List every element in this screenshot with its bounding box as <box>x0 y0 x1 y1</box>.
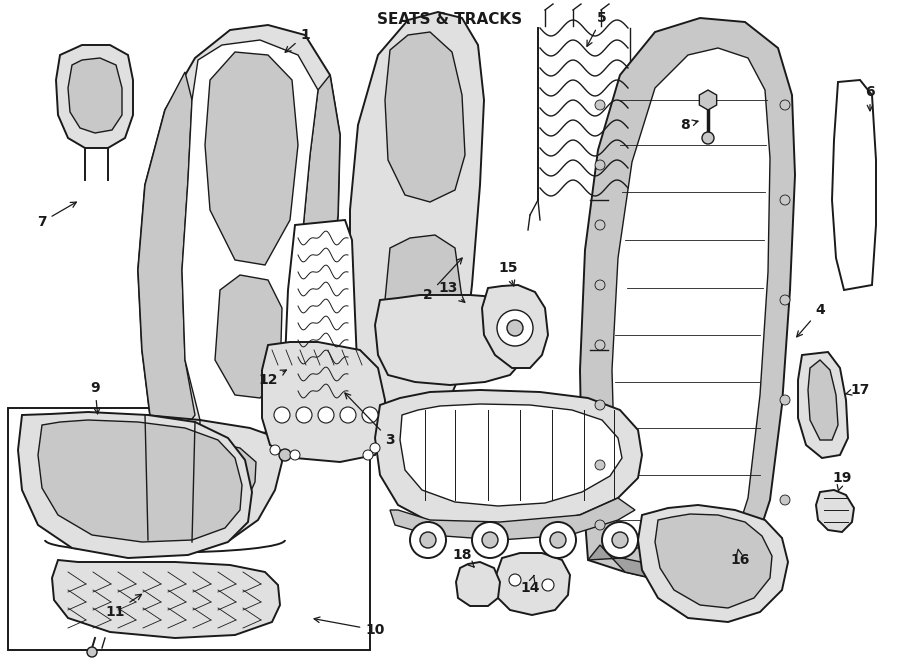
Circle shape <box>363 450 373 460</box>
Polygon shape <box>65 436 256 528</box>
Circle shape <box>595 340 605 350</box>
Polygon shape <box>42 415 282 548</box>
Text: 3: 3 <box>345 393 395 447</box>
Text: 14: 14 <box>520 576 540 595</box>
Polygon shape <box>52 560 280 638</box>
Circle shape <box>340 407 356 423</box>
Circle shape <box>274 407 290 423</box>
Polygon shape <box>215 275 282 398</box>
Circle shape <box>362 407 378 423</box>
Polygon shape <box>482 285 548 368</box>
Circle shape <box>472 522 508 558</box>
Text: SEATS & TRACKS: SEATS & TRACKS <box>377 12 523 27</box>
Text: 15: 15 <box>499 261 517 286</box>
Polygon shape <box>832 80 876 290</box>
Polygon shape <box>390 498 635 540</box>
Circle shape <box>87 647 97 657</box>
Circle shape <box>595 280 605 290</box>
Text: 9: 9 <box>90 381 100 414</box>
Polygon shape <box>400 404 622 506</box>
FancyBboxPatch shape <box>489 306 515 365</box>
Polygon shape <box>588 545 752 585</box>
Circle shape <box>780 495 790 505</box>
Circle shape <box>507 320 523 336</box>
Circle shape <box>482 532 498 548</box>
Text: 6: 6 <box>865 85 875 111</box>
Circle shape <box>370 443 380 453</box>
Polygon shape <box>385 235 462 370</box>
Text: 17: 17 <box>845 383 869 397</box>
Circle shape <box>509 574 521 586</box>
Circle shape <box>550 532 566 548</box>
Polygon shape <box>385 32 465 202</box>
Text: 11: 11 <box>105 594 141 619</box>
Circle shape <box>595 100 605 110</box>
FancyBboxPatch shape <box>8 408 370 650</box>
Polygon shape <box>496 553 570 615</box>
Circle shape <box>702 132 714 144</box>
Circle shape <box>270 445 280 455</box>
Text: 10: 10 <box>314 617 384 637</box>
Circle shape <box>420 532 436 548</box>
Polygon shape <box>262 342 385 462</box>
FancyBboxPatch shape <box>423 306 449 365</box>
Circle shape <box>595 520 605 530</box>
Circle shape <box>780 395 790 405</box>
Text: 8: 8 <box>680 118 698 132</box>
Circle shape <box>595 400 605 410</box>
Circle shape <box>318 407 334 423</box>
Polygon shape <box>38 420 242 542</box>
Polygon shape <box>182 40 318 435</box>
Polygon shape <box>612 48 770 548</box>
Polygon shape <box>655 514 772 608</box>
FancyBboxPatch shape <box>390 306 416 365</box>
Polygon shape <box>456 562 500 606</box>
Polygon shape <box>138 25 340 448</box>
Circle shape <box>497 310 533 346</box>
Circle shape <box>595 160 605 170</box>
Polygon shape <box>68 58 122 133</box>
Polygon shape <box>580 18 795 585</box>
Text: 1: 1 <box>285 28 310 52</box>
Polygon shape <box>350 12 484 412</box>
Polygon shape <box>375 295 530 385</box>
Circle shape <box>595 220 605 230</box>
Circle shape <box>780 195 790 205</box>
Circle shape <box>296 407 312 423</box>
Circle shape <box>279 449 291 461</box>
Text: 2: 2 <box>423 258 463 302</box>
Polygon shape <box>285 220 358 425</box>
Polygon shape <box>205 52 298 265</box>
Text: 19: 19 <box>832 471 851 491</box>
Polygon shape <box>808 360 838 440</box>
Polygon shape <box>18 412 252 558</box>
Text: 5: 5 <box>587 11 607 46</box>
Polygon shape <box>56 45 133 148</box>
Polygon shape <box>816 490 854 532</box>
Polygon shape <box>638 505 788 622</box>
Circle shape <box>780 295 790 305</box>
Circle shape <box>542 579 554 591</box>
Text: 18: 18 <box>452 548 474 567</box>
Circle shape <box>595 460 605 470</box>
Circle shape <box>540 522 576 558</box>
Text: 16: 16 <box>730 549 750 567</box>
Circle shape <box>780 100 790 110</box>
Circle shape <box>410 522 446 558</box>
Circle shape <box>612 532 628 548</box>
Polygon shape <box>699 90 716 110</box>
Text: 12: 12 <box>258 370 286 387</box>
Text: 4: 4 <box>796 303 825 337</box>
Circle shape <box>290 450 300 460</box>
Text: 7: 7 <box>37 202 76 229</box>
Polygon shape <box>375 390 642 528</box>
Circle shape <box>602 522 638 558</box>
Polygon shape <box>798 352 848 458</box>
Polygon shape <box>138 72 195 435</box>
Polygon shape <box>295 75 340 430</box>
FancyBboxPatch shape <box>462 570 492 599</box>
Text: 13: 13 <box>438 281 464 302</box>
FancyBboxPatch shape <box>456 306 482 365</box>
